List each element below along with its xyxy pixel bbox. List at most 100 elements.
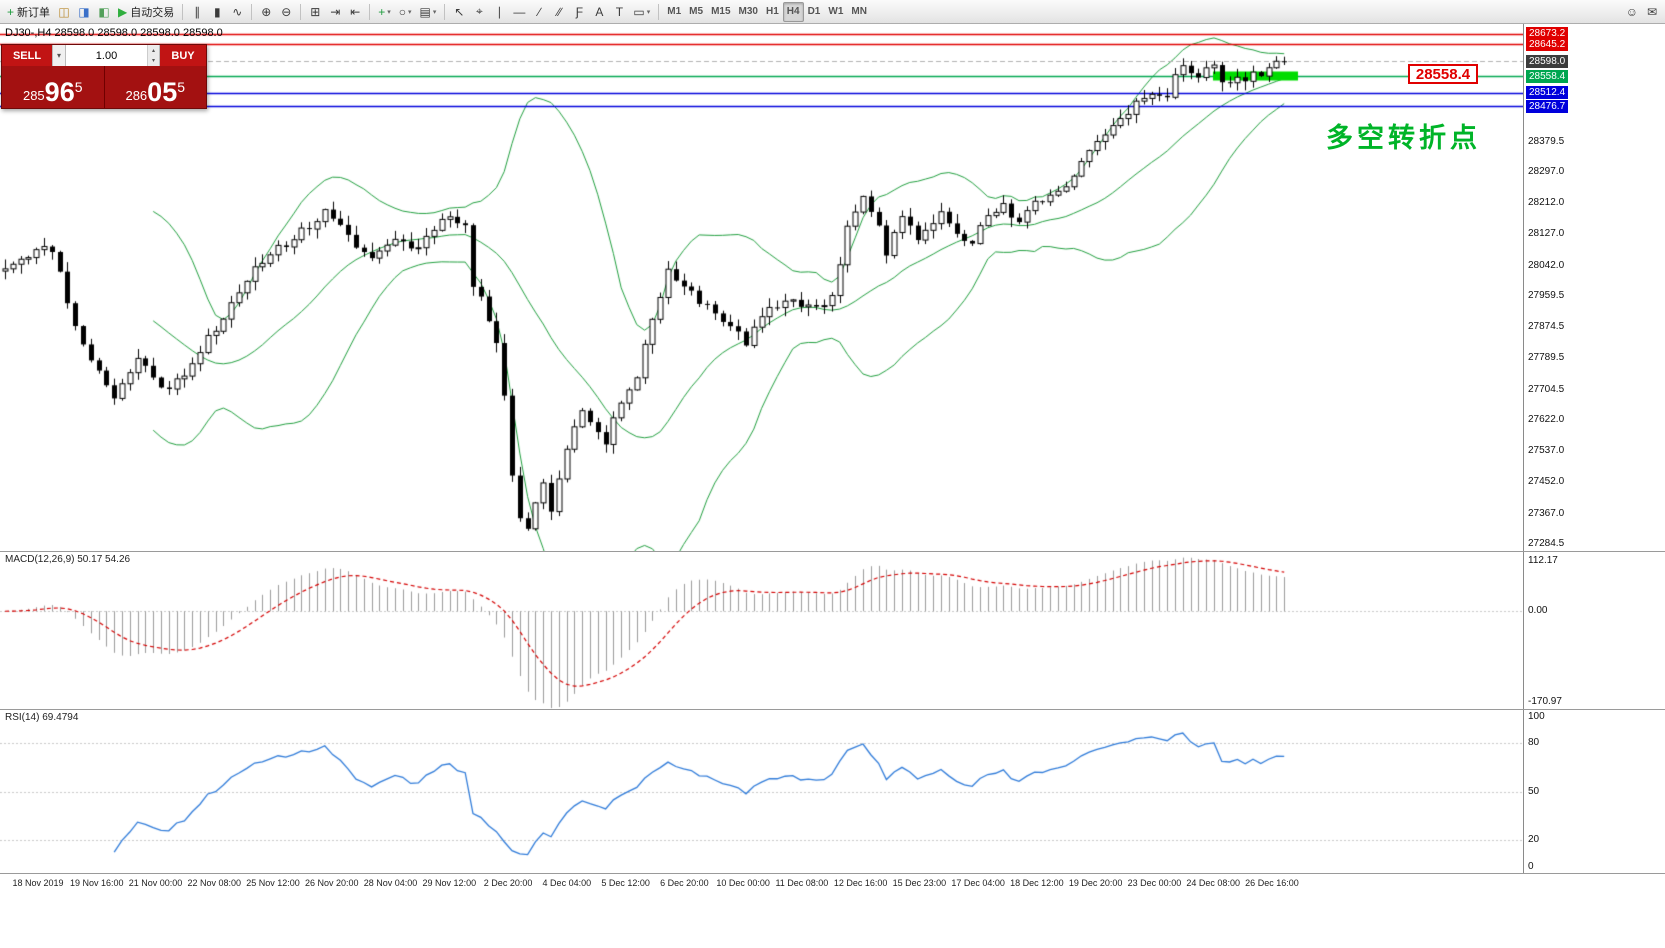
messages-button[interactable]: ✉: [1642, 2, 1662, 22]
volume-down-icon[interactable]: ▾: [148, 55, 159, 66]
time-axis-label: 18 Nov 2019: [12, 878, 64, 888]
data-window-button[interactable]: ◧: [94, 2, 114, 22]
bid-price-flag: 28598.0: [1526, 54, 1569, 68]
price-callout-label[interactable]: 28558.4: [1408, 64, 1478, 84]
timeframe-m1-label: M1: [667, 6, 682, 17]
candlestick-chart-button[interactable]: ▮: [207, 2, 227, 22]
cursor-icon: ↖: [454, 4, 465, 19]
cursor-button[interactable]: ↖: [449, 2, 469, 22]
panel-separator[interactable]: [0, 709, 1665, 710]
timeframe-h4-label: H4: [786, 6, 800, 17]
price-axis[interactable]: 28634.528549.528464.528379.528297.028212…: [1524, 24, 1665, 873]
macd-axis-min: -170.97: [1528, 696, 1562, 707]
fibonacci-button[interactable]: Ƒ: [569, 2, 589, 22]
volume-input[interactable]: [66, 45, 147, 66]
tile-windows-button[interactable]: ⊞: [305, 2, 325, 22]
zoom-in-icon: ⊕: [261, 4, 272, 19]
toolbar-right-group: ☺ ✉: [1622, 2, 1662, 22]
zoom-in-button[interactable]: ⊕: [256, 2, 276, 22]
chart-annotation-text[interactable]: 多空转折点: [1326, 123, 1481, 153]
volume-preset-dropdown[interactable]: ▾: [52, 45, 66, 66]
toolbar-separator: [369, 3, 371, 20]
sell-button[interactable]: SELL: [2, 45, 52, 66]
macd-axis-zero: 0.00: [1528, 605, 1548, 617]
price-axis-tick: 28042.0: [1528, 259, 1565, 271]
time-axis-label: 25 Nov 12:00: [246, 878, 300, 888]
timeframe-m1-button[interactable]: M1: [663, 2, 685, 22]
toolbar-group-drawing-tools: ↖ ⌖ ∣ ― ∕ ∕∕ Ƒ A T ▭ ▾: [449, 2, 654, 22]
rsi-axis-label: 0: [1528, 861, 1534, 872]
time-axis-label: 4 Dec 04:00: [542, 878, 592, 888]
new-order-button[interactable]: + 新订单: [3, 2, 54, 22]
rsi-canvas[interactable]: [0, 710, 1523, 873]
sell-price-big-digits: 96: [44, 77, 75, 108]
crosshair-button[interactable]: ⌖: [469, 2, 489, 22]
rsi-axis-label: 20: [1528, 834, 1540, 846]
timeframe-m5-button[interactable]: M5: [685, 2, 707, 22]
trendline-button[interactable]: ∕: [529, 2, 549, 22]
timeframe-h1-label: H1: [765, 6, 779, 17]
equidistant-channel-button[interactable]: ∕∕: [549, 2, 569, 22]
price-axis-tick: 27452.0: [1528, 476, 1565, 488]
timeframe-m15-button[interactable]: M15: [707, 2, 734, 22]
timeframe-h4-button[interactable]: H4: [782, 1, 804, 22]
toolbar-separator: [300, 3, 302, 20]
autotrading-button[interactable]: ▶ 自动交易: [114, 2, 178, 22]
blue-line-price-flag-upper: 28512.4: [1526, 86, 1569, 100]
timeframe-d1-label: D1: [807, 6, 821, 17]
rsi-axis-label: 50: [1528, 785, 1540, 797]
sell-price-button[interactable]: 285 96 5: [2, 66, 104, 108]
time-axis-label: 26 Nov 20:00: [305, 878, 359, 888]
timeframe-w1-label: W1: [828, 6, 844, 17]
toolbar-separator: [182, 3, 184, 20]
buy-price-button[interactable]: 286 05 5: [103, 66, 206, 108]
auto-scroll-button[interactable]: ⇥: [325, 2, 345, 22]
timeframe-h1-button[interactable]: H1: [762, 2, 783, 22]
trade-panel-top-row: SELL ▾ ▴ ▾ BUY: [2, 45, 206, 66]
chevron-down-icon: ▾: [646, 8, 651, 16]
chart-shift-button[interactable]: ⇤: [345, 2, 365, 22]
periods-button[interactable]: ○ ▾: [395, 2, 416, 22]
bar-chart-icon: ∥: [194, 4, 201, 19]
charts-grid-button[interactable]: ◫: [54, 2, 74, 22]
shapes-button[interactable]: ▭ ▾: [629, 2, 654, 22]
price-axis-tick: 27537.0: [1528, 445, 1565, 457]
bar-chart-button[interactable]: ∥: [187, 2, 207, 22]
timeframe-d1-button[interactable]: D1: [804, 2, 825, 22]
templates-button[interactable]: ▤ ▾: [416, 2, 441, 22]
line-chart-button[interactable]: ∿: [227, 2, 247, 22]
indicators-button[interactable]: + ▾: [374, 2, 395, 22]
toolbar-group-windows: ⊞ ⇥ ⇤: [305, 2, 365, 22]
timeframe-mn-button[interactable]: MN: [847, 2, 871, 22]
market-watch-button[interactable]: ◨: [74, 2, 94, 22]
macd-canvas[interactable]: [0, 552, 1523, 709]
price-chart-canvas[interactable]: [0, 24, 1523, 551]
timeframe-m15-label: M15: [711, 6, 731, 17]
horizontal-line-button[interactable]: ―: [509, 2, 529, 22]
volume-up-icon[interactable]: ▴: [148, 45, 159, 56]
zoom-out-button[interactable]: ⊖: [276, 2, 296, 22]
time-axis-label: 29 Nov 12:00: [422, 878, 477, 888]
autotrading-label: 自动交易: [130, 6, 175, 19]
vertical-line-button[interactable]: ∣: [489, 2, 509, 22]
market-watch-icon: ◨: [78, 4, 90, 19]
text-label-button[interactable]: T: [609, 2, 629, 22]
buy-button[interactable]: BUY: [160, 45, 206, 66]
timeframe-m30-label: M30: [738, 6, 758, 17]
price-axis-tick: 28212.0: [1528, 197, 1565, 209]
price-axis-tick: 27284.5: [1528, 537, 1565, 549]
community-button[interactable]: ☺: [1622, 2, 1642, 22]
tile-windows-icon: ⊞: [310, 4, 321, 19]
chart-shift-icon: ⇤: [350, 4, 361, 19]
messages-icon: ✉: [1646, 4, 1658, 19]
time-axis[interactable]: 18 Nov 2019 19 Nov 16:00 21 Nov 00:00 22 No…: [0, 873, 1665, 894]
price-axis-tick: 27704.5: [1528, 383, 1565, 395]
timeframe-w1-button[interactable]: W1: [824, 2, 847, 22]
time-axis-label: 22 Nov 08:00: [187, 878, 242, 888]
toolbar-separator: [444, 3, 446, 20]
panel-separator[interactable]: [0, 551, 1665, 552]
timeframe-m30-button[interactable]: M30: [735, 2, 762, 22]
resistance-price-flag-lower: 28645.2: [1526, 37, 1569, 51]
text-button[interactable]: A: [589, 2, 609, 22]
